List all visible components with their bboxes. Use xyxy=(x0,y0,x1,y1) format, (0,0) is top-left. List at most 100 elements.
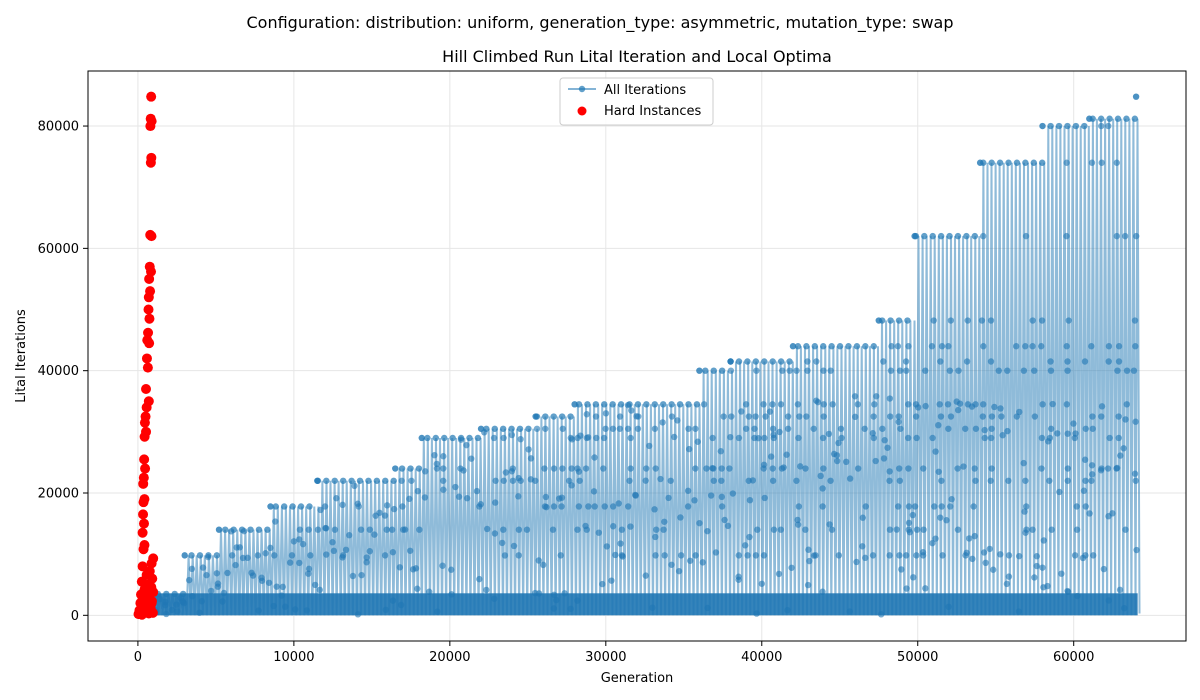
point-all-iterations xyxy=(575,468,583,475)
point-all-iterations xyxy=(299,540,307,548)
point-all-iterations xyxy=(954,232,962,240)
point-all-iterations xyxy=(931,503,938,510)
point-all-iterations xyxy=(896,367,904,374)
point-all-iterations-optimum xyxy=(267,503,274,510)
point-all-iterations-optimum xyxy=(1132,93,1140,100)
point-all-iterations xyxy=(1038,343,1045,350)
point-all-iterations xyxy=(440,453,447,460)
point-all-iterations xyxy=(1029,317,1036,324)
point-all-iterations xyxy=(1113,159,1120,166)
point-all-iterations xyxy=(247,526,254,533)
point-all-iterations xyxy=(1065,317,1072,324)
y-tick-label: 0 xyxy=(71,609,79,624)
point-all-iterations xyxy=(659,419,666,426)
point-all-iterations xyxy=(432,434,440,442)
point-all-iterations xyxy=(947,317,955,324)
point-all-iterations xyxy=(646,442,653,450)
point-all-iterations xyxy=(203,571,210,579)
point-all-iterations xyxy=(709,434,716,442)
point-all-iterations xyxy=(786,367,793,374)
point-all-iterations xyxy=(906,529,914,536)
point-all-iterations xyxy=(1106,434,1113,442)
point-all-iterations xyxy=(272,518,279,525)
point-all-iterations xyxy=(433,460,441,468)
point-all-iterations xyxy=(1047,425,1055,432)
point-all-iterations xyxy=(525,425,532,432)
point-all-iterations xyxy=(213,570,221,577)
point-hard-instance xyxy=(139,431,150,442)
point-all-iterations xyxy=(651,425,659,432)
point-all-iterations xyxy=(971,532,978,540)
legend-label-hard-instances: Hard Instances xyxy=(604,104,702,119)
point-all-iterations xyxy=(954,526,962,533)
point-all-iterations xyxy=(1074,592,1081,600)
point-all-iterations xyxy=(762,413,769,420)
point-all-iterations xyxy=(516,425,524,432)
legend-marker-all-iterations xyxy=(578,85,586,93)
point-all-iterations xyxy=(222,526,229,533)
point-all-iterations xyxy=(827,367,834,374)
point-all-iterations xyxy=(898,566,905,573)
point-all-iterations xyxy=(627,523,634,530)
point-all-iterations xyxy=(987,434,995,442)
point-all-iterations xyxy=(995,367,1003,374)
point-all-iterations xyxy=(390,477,397,484)
point-all-iterations xyxy=(754,526,761,533)
point-all-iterations xyxy=(794,516,801,524)
point-all-iterations xyxy=(667,477,674,484)
point-all-iterations xyxy=(761,358,768,365)
point-all-iterations xyxy=(508,431,516,439)
point-all-iterations xyxy=(1081,358,1089,365)
point-all-iterations xyxy=(555,495,563,502)
point-all-iterations xyxy=(262,550,269,557)
point-all-iterations xyxy=(766,408,774,415)
point-all-iterations xyxy=(582,522,589,530)
point-all-iterations xyxy=(333,495,340,502)
point-all-iterations-optimum xyxy=(571,401,578,408)
point-all-iterations-optimum xyxy=(392,465,399,472)
point-all-iterations xyxy=(833,452,841,459)
point-all-iterations xyxy=(321,503,329,510)
point-all-iterations xyxy=(685,401,692,408)
point-all-iterations xyxy=(249,572,257,579)
point-all-iterations xyxy=(306,503,313,510)
point-all-iterations xyxy=(1031,574,1038,581)
point-all-iterations xyxy=(684,487,692,494)
point-all-iterations xyxy=(652,552,659,559)
point-all-iterations xyxy=(1021,508,1028,515)
point-all-iterations xyxy=(1122,526,1129,533)
point-all-iterations xyxy=(1029,526,1036,533)
point-all-iterations xyxy=(1115,413,1122,420)
point-all-iterations xyxy=(700,401,708,408)
point-all-iterations xyxy=(851,413,859,421)
point-all-iterations xyxy=(879,425,886,432)
point-all-iterations xyxy=(627,465,634,472)
point-all-iterations xyxy=(323,477,330,484)
point-all-iterations xyxy=(922,367,929,374)
point-all-iterations xyxy=(1064,465,1072,472)
point-all-iterations xyxy=(820,367,827,374)
point-all-iterations xyxy=(1079,554,1087,562)
point-all-iterations xyxy=(870,434,877,442)
point-all-iterations xyxy=(643,465,650,472)
y-tick-label: 20000 xyxy=(38,486,79,501)
point-all-iterations xyxy=(718,367,726,374)
point-all-iterations xyxy=(751,425,758,432)
point-all-iterations xyxy=(491,530,499,537)
point-all-iterations xyxy=(198,598,206,605)
point-all-iterations xyxy=(1073,526,1081,533)
point-all-iterations xyxy=(954,406,962,414)
point-all-iterations xyxy=(363,559,370,566)
point-all-iterations xyxy=(991,403,998,411)
point-all-iterations xyxy=(745,413,753,420)
point-all-iterations xyxy=(938,477,945,484)
point-all-iterations xyxy=(540,561,547,569)
point-all-iterations xyxy=(543,503,550,511)
point-all-iterations xyxy=(724,522,732,530)
point-all-iterations xyxy=(550,465,558,472)
point-all-iterations xyxy=(929,434,936,442)
point-all-iterations xyxy=(692,425,699,432)
point-all-iterations-optimum xyxy=(532,413,539,420)
point-all-iterations xyxy=(884,444,891,451)
point-hard-instance xyxy=(143,327,154,338)
